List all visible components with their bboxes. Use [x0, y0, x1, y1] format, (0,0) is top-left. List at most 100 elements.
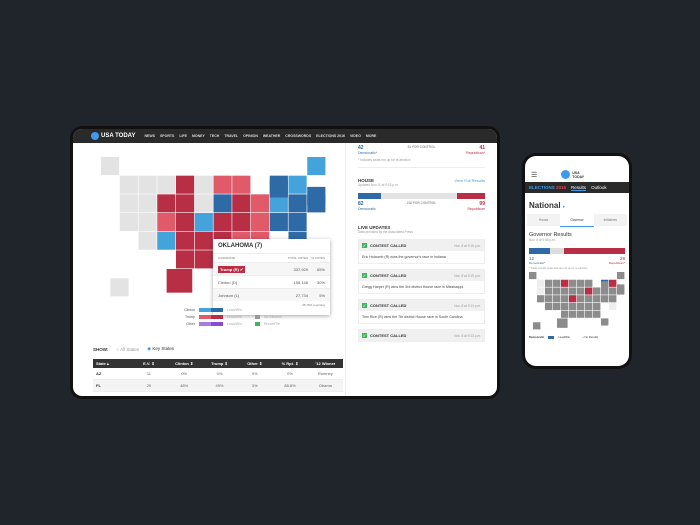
state-WY[interactable] [553, 287, 561, 295]
nav-elections-2016[interactable]: ELECTIONS 2016 [316, 134, 345, 138]
state-WI[interactable] [213, 175, 232, 194]
nav-sports[interactable]: SPORTS [159, 134, 175, 138]
state-OK[interactable] [176, 250, 195, 269]
state-KS[interactable] [561, 302, 569, 311]
state-IL[interactable] [577, 287, 585, 295]
state-TN[interactable] [577, 302, 585, 311]
state-MN[interactable] [569, 279, 577, 287]
state-NY[interactable] [601, 281, 609, 289]
column-header[interactable]: Clinton ⇕ [175, 361, 194, 366]
nav-tech[interactable]: TECH [209, 134, 220, 138]
state-WV[interactable] [585, 295, 593, 303]
state-CO[interactable] [157, 213, 176, 232]
state-UT[interactable] [545, 295, 553, 303]
column-header[interactable]: State ▴ [96, 361, 109, 366]
state-PA[interactable] [601, 287, 609, 295]
nav-opinion[interactable]: OPINION [243, 134, 258, 138]
state-TX[interactable] [557, 318, 568, 328]
state-OH[interactable] [251, 194, 270, 213]
nav-travel[interactable]: TRAVEL [224, 134, 239, 138]
state-NE[interactable] [176, 213, 195, 232]
state-CA[interactable] [537, 295, 545, 303]
state-MA[interactable] [288, 194, 307, 213]
state-ND[interactable] [176, 175, 195, 194]
state-AK[interactable] [101, 157, 120, 176]
tab-results[interactable]: Results [571, 184, 587, 191]
state-NY[interactable] [269, 179, 288, 198]
state-ND[interactable] [561, 279, 569, 287]
subtab-initiatives[interactable]: Initiatives [603, 218, 617, 222]
state-CO[interactable] [553, 295, 561, 303]
state-NC[interactable] [585, 302, 593, 311]
state-MA[interactable] [609, 287, 617, 295]
state-UT[interactable] [138, 213, 157, 232]
state-IA[interactable] [194, 194, 213, 213]
governor-map[interactable] [529, 272, 629, 332]
state-AK[interactable] [529, 272, 537, 280]
hamburger-menu-icon[interactable]: ☰ [531, 171, 538, 179]
state-NJ[interactable] [288, 213, 307, 232]
state-WA[interactable] [537, 279, 545, 287]
state-OK[interactable] [561, 310, 569, 318]
state-DE[interactable] [609, 302, 617, 311]
column-header[interactable]: Trump ⇕ [211, 361, 228, 366]
state-MI[interactable] [585, 279, 593, 287]
usa-today-logo[interactable]: USA TODAY [91, 132, 135, 140]
nav-life[interactable]: LIFE [179, 134, 187, 138]
state-TX[interactable] [166, 269, 193, 293]
state-WA[interactable] [119, 175, 138, 194]
state-AZ[interactable] [138, 231, 157, 250]
state-OH[interactable] [593, 287, 601, 295]
state-AR[interactable] [569, 302, 577, 311]
state-ID[interactable] [138, 175, 157, 194]
table-row[interactable]: AZ 11 0% 0% 0% 0% Romney [93, 368, 343, 380]
radio-key-states[interactable]: ◉ Key States [147, 346, 175, 351]
nav-more[interactable]: MORE [365, 134, 377, 138]
nav-weather[interactable]: WEATHER [262, 134, 281, 138]
column-header[interactable]: E.V. ⇕ [143, 361, 155, 366]
state-MN[interactable] [194, 175, 213, 194]
nav-money[interactable]: MONEY [191, 134, 205, 138]
state-MI[interactable] [232, 175, 251, 194]
state-NH[interactable] [609, 279, 617, 287]
state-KS[interactable] [176, 231, 195, 250]
state-WV[interactable] [232, 213, 251, 232]
state-RI[interactable] [307, 186, 326, 205]
state-IA[interactable] [569, 287, 577, 295]
state-ME[interactable] [617, 272, 625, 280]
state-SC[interactable] [593, 302, 601, 311]
state-OR[interactable] [119, 194, 138, 213]
column-header[interactable]: Other ⇕ [247, 361, 263, 366]
view-full-results-link[interactable]: View Full Results [454, 178, 485, 183]
state-MO[interactable] [194, 213, 213, 232]
nav-news[interactable]: NEWS [144, 134, 155, 138]
column-header[interactable]: '12 Winner [315, 361, 336, 366]
state-FL[interactable] [601, 318, 609, 326]
state-KY[interactable] [213, 213, 232, 232]
table-row[interactable]: FL 29 48% 49% 3% 88.8% Obama [93, 380, 343, 392]
state-ID[interactable] [545, 279, 553, 287]
nav-crosswords[interactable]: CROSSWORDS [285, 134, 312, 138]
state-NH[interactable] [288, 175, 307, 194]
state-ME[interactable] [307, 157, 326, 176]
state-OR[interactable] [537, 287, 545, 295]
region-select[interactable]: National ▾ [529, 201, 565, 210]
state-MD[interactable] [269, 213, 288, 232]
nav-video[interactable]: VIDEO [349, 134, 361, 138]
subtab-governor[interactable]: Governor [560, 213, 594, 227]
state-GA[interactable] [593, 310, 601, 318]
radio-all-states[interactable]: ○ All States [116, 346, 140, 352]
state-MS[interactable] [577, 310, 585, 318]
state-SD[interactable] [561, 287, 569, 295]
state-NM[interactable] [553, 302, 561, 311]
state-MT[interactable] [553, 279, 561, 287]
state-RI[interactable] [617, 284, 625, 292]
state-WY[interactable] [157, 194, 176, 213]
state-IN[interactable] [232, 194, 251, 213]
state-IL[interactable] [213, 194, 232, 213]
state-NV[interactable] [545, 287, 553, 295]
state-AZ[interactable] [545, 302, 553, 311]
state-MO[interactable] [569, 295, 577, 303]
tab-outlook[interactable]: Outlook [591, 185, 607, 190]
state-NE[interactable] [561, 295, 569, 303]
